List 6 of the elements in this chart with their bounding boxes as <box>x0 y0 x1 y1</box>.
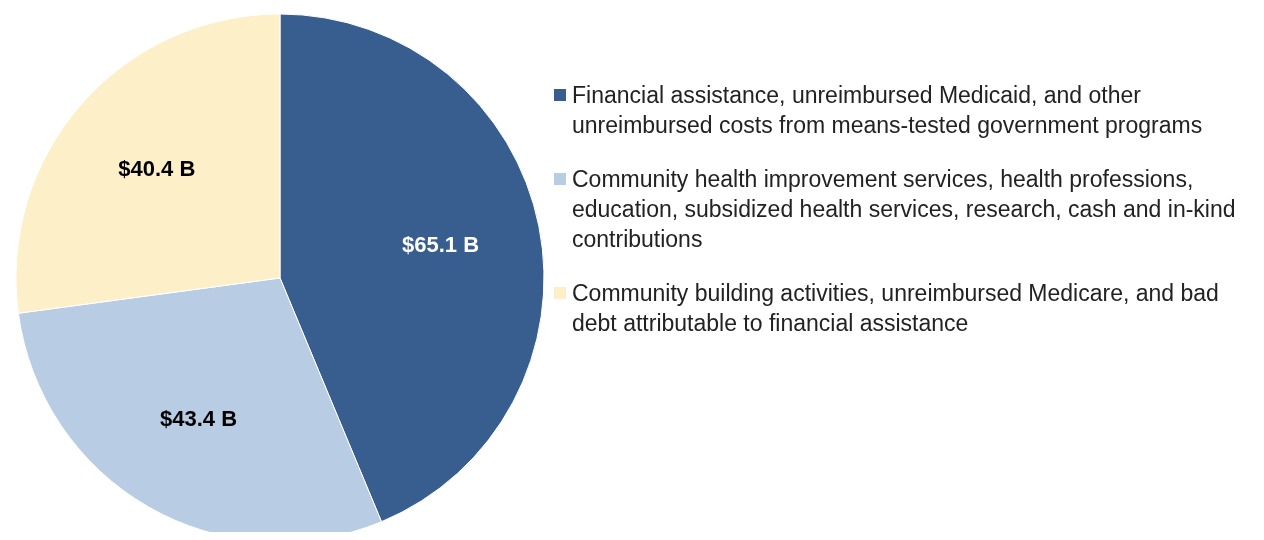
legend-label: Financial assistance, unreimbursed Medicaid, and other unreimbursed costs from means-tested government programs <box>572 82 1203 138</box>
data-label: $40.4 B <box>118 156 196 182</box>
data-label: $65.1 B <box>401 231 480 257</box>
legend-label: Community building activities, unreimbursed Medicare, and bad debt attributable to financial assistance <box>572 280 1219 336</box>
legend-label: Community health improvement services, health professions, education, subsidized health services, research, cash and in-kind contributions <box>572 166 1236 252</box>
data-label: $43.4 B <box>159 405 238 431</box>
